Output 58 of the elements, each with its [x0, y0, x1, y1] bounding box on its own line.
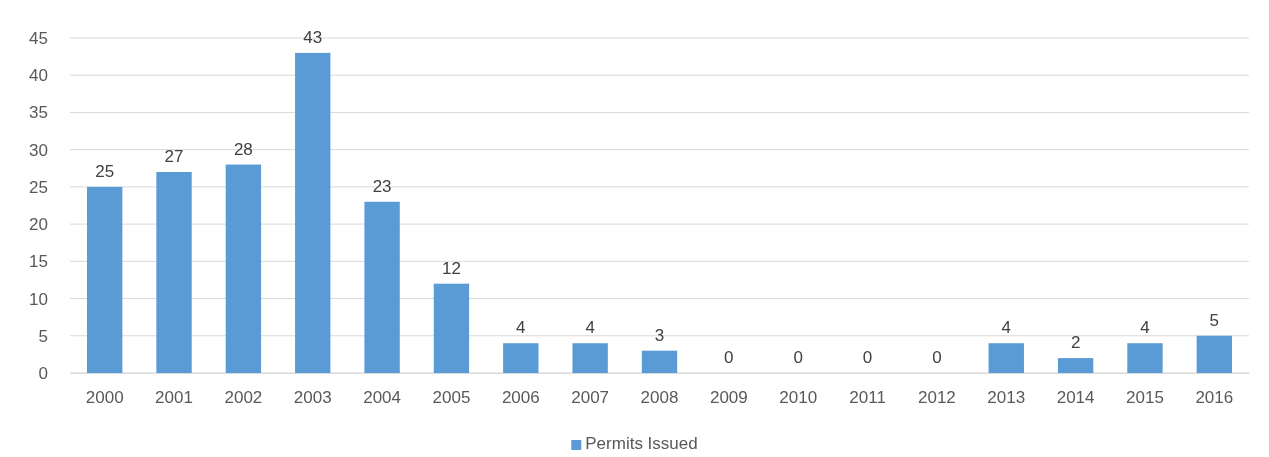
- x-tick-label: 2000: [85, 388, 124, 408]
- data-label: 23: [372, 176, 392, 196]
- x-tick-label: 2001: [155, 388, 193, 408]
- bar: [1127, 343, 1163, 373]
- data-label: 3: [654, 325, 665, 345]
- data-label: 43: [303, 27, 323, 47]
- data-label: 4: [1001, 318, 1011, 338]
- bar: [156, 172, 192, 373]
- bar: [988, 343, 1024, 373]
- data-label: 4: [585, 318, 595, 338]
- y-tick-label: 15: [29, 252, 48, 272]
- bar: [572, 343, 608, 373]
- y-tick-label: 35: [29, 103, 48, 123]
- y-tick-label: 5: [38, 326, 48, 346]
- data-label: 0: [932, 348, 942, 367]
- data-label: 28: [233, 139, 253, 159]
- data-label: 4: [516, 318, 526, 338]
- data-label: 0: [724, 348, 734, 367]
- data-label: 0: [793, 348, 803, 367]
- x-tick-label: 2013: [987, 388, 1026, 408]
- x-tick-label: 2011: [849, 388, 886, 408]
- data-label: 0: [862, 348, 873, 367]
- x-tick-label: 2015: [1126, 388, 1164, 408]
- data-label: 25: [95, 161, 115, 181]
- x-tick-label: 2010: [779, 388, 818, 408]
- bar: [225, 164, 262, 373]
- bar: [364, 201, 400, 373]
- x-tick-label: 2006: [501, 388, 540, 408]
- data-label: 4: [1140, 318, 1150, 338]
- y-tick-label: 40: [29, 66, 48, 86]
- data-label: 27: [164, 147, 184, 166]
- legend-label: Permits Issued: [585, 434, 698, 453]
- data-label: 12: [441, 258, 461, 278]
- bar: [503, 343, 539, 373]
- data-label: 5: [1209, 310, 1220, 330]
- x-tick-label: 2002: [224, 388, 263, 408]
- x-tick-label: 2005: [432, 388, 471, 408]
- bar: [86, 186, 123, 373]
- bar: [1057, 358, 1094, 373]
- bar: [1196, 335, 1233, 373]
- bar: [433, 283, 470, 373]
- x-tick-label: 2014: [1056, 388, 1095, 408]
- bar: [641, 350, 678, 373]
- data-label: 2: [1070, 333, 1081, 353]
- x-tick-label: 2007: [571, 388, 610, 408]
- x-tick-label: 2009: [709, 388, 748, 408]
- y-tick-label: 45: [29, 28, 48, 48]
- y-tick-label: 10: [29, 289, 48, 309]
- bar: [295, 52, 331, 373]
- x-tick-label: 2003: [293, 388, 332, 408]
- y-tick-label: 25: [29, 177, 48, 197]
- y-tick-label: 30: [29, 140, 48, 160]
- x-tick-label: 2008: [640, 388, 679, 408]
- x-tick-label: 2016: [1195, 388, 1234, 408]
- y-tick-label: 0: [38, 363, 48, 383]
- y-tick-label: 20: [29, 215, 48, 235]
- x-tick-label: 2004: [363, 388, 401, 408]
- x-tick-label: 2012: [918, 388, 956, 408]
